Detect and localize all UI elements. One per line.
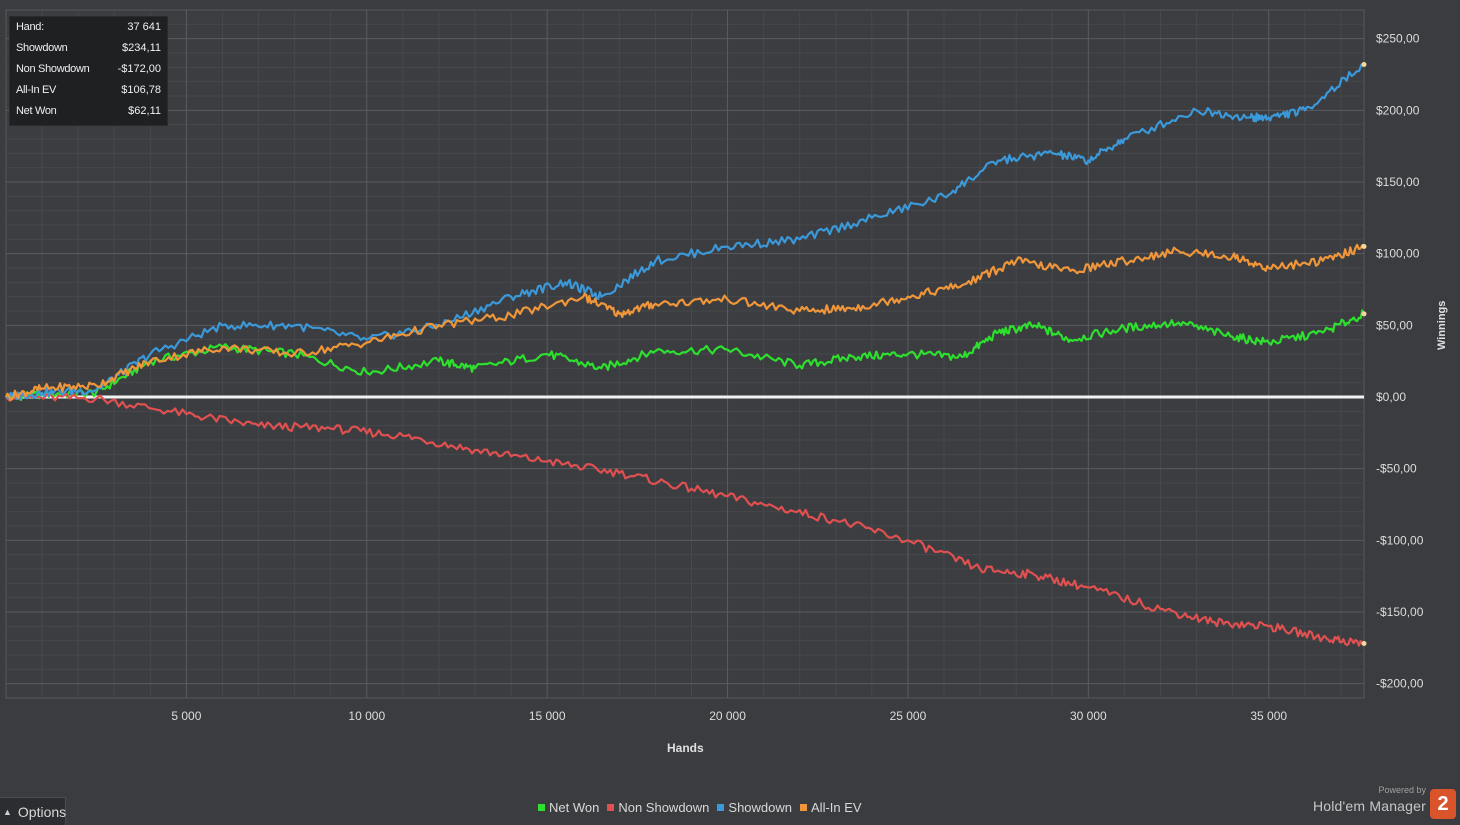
series-line-all-in-ev — [5, 243, 1365, 401]
stats-value: 37 641 — [127, 21, 161, 33]
y-tick-label: -$150,00 — [1376, 605, 1424, 619]
stats-label: All-In EV — [16, 84, 57, 96]
chart-legend: Net Won Non Showdown Showdown All-In EV — [538, 800, 862, 815]
legend-swatch — [607, 804, 615, 811]
y-tick-label: $50,00 — [1376, 318, 1413, 332]
brand-name: Hold'em Manager — [1312, 798, 1426, 814]
series-end-point — [1361, 311, 1367, 317]
series-line-non-showdown — [5, 392, 1365, 647]
y-tick-label: -$50,00 — [1376, 462, 1417, 476]
y-tick-label: -$200,00 — [1376, 677, 1424, 691]
series-end-point — [1361, 61, 1367, 67]
x-tick-label: 5 000 — [171, 709, 201, 723]
x-tick-label: 15 000 — [529, 709, 566, 723]
stats-summary-box: Hand: 37 641 Showdown $234,11 Non Showdo… — [9, 16, 168, 126]
x-axis-title: Hands — [667, 741, 704, 755]
series-line-showdown — [5, 63, 1364, 401]
y-tick-label: $200,00 — [1376, 103, 1420, 117]
stats-row-net-won: Net Won $62,11 — [10, 101, 167, 122]
stats-label: Showdown — [16, 42, 68, 54]
options-button[interactable]: ▲ Options — [0, 797, 66, 825]
legend-swatch — [538, 804, 545, 811]
stats-label: Net Won — [16, 105, 57, 117]
legend-item-non-showdown[interactable]: Non Showdown — [607, 800, 709, 815]
legend-label: Showdown — [728, 800, 793, 815]
stats-label: Hand: — [16, 21, 44, 33]
x-tick-label: 25 000 — [890, 709, 927, 723]
legend-swatch — [717, 804, 725, 811]
options-label: Options — [17, 803, 67, 820]
y-tick-label: $250,00 — [1376, 32, 1420, 46]
legend-item-allin-ev[interactable]: All-In EV — [800, 800, 862, 815]
brand-footer: Powered by Hold'em Manager 2 — [1300, 783, 1460, 825]
legend-label: Non Showdown — [618, 800, 710, 815]
y-tick-label: $0,00 — [1376, 390, 1406, 404]
x-tick-label: 30 000 — [1070, 709, 1107, 723]
stats-row-non-showdown: Non Showdown -$172,00 — [10, 59, 167, 80]
stats-value: $234,11 — [122, 42, 161, 54]
y-axis-title: Winnings — [1436, 300, 1448, 350]
series-end-point — [1361, 641, 1367, 647]
legend-label: All-In EV — [811, 800, 862, 815]
stats-value: $62,11 — [128, 105, 161, 117]
legend-label: Net Won — [549, 800, 600, 815]
stats-row-hand: Hand: 37 641 — [10, 17, 167, 38]
y-tick-label: $100,00 — [1376, 247, 1420, 261]
x-tick-label: 20 000 — [709, 709, 746, 723]
hem2-logo-icon: 2 — [1430, 789, 1456, 819]
stats-row-showdown: Showdown $234,11 — [10, 38, 167, 59]
caret-up-icon: ▲ — [3, 806, 12, 817]
stats-value: -$172,00 — [117, 63, 161, 75]
legend-item-net-won[interactable]: Net Won — [538, 800, 599, 815]
stats-row-allin-ev: All-In EV $106,78 — [10, 80, 167, 101]
legend-item-showdown[interactable]: Showdown — [717, 800, 792, 815]
series-end-point — [1361, 244, 1367, 249]
stats-label: Non Showdown — [16, 63, 90, 75]
x-tick-label: 10 000 — [348, 709, 385, 723]
powered-by-text: Powered by — [1378, 785, 1426, 795]
x-tick-label: 35 000 — [1250, 709, 1287, 723]
series-line-net-won — [5, 309, 1365, 401]
y-tick-label: $150,00 — [1376, 175, 1420, 189]
stats-value: $106,78 — [121, 84, 161, 96]
y-tick-label: -$100,00 — [1376, 533, 1424, 547]
legend-swatch — [800, 804, 808, 811]
